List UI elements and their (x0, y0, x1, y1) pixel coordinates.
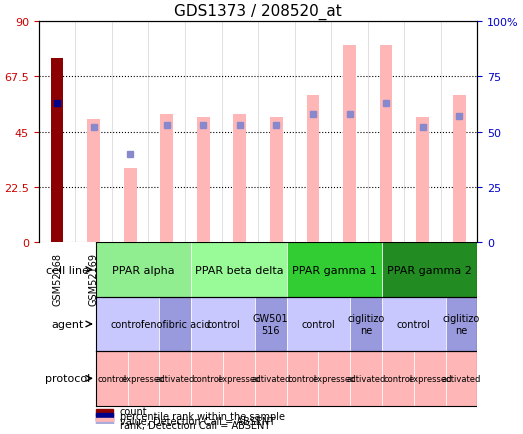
Text: expressed: expressed (217, 374, 260, 383)
Text: control: control (206, 319, 240, 329)
Text: activated: activated (442, 374, 481, 383)
Bar (343, 46, 356, 243)
Text: activated: activated (251, 374, 290, 383)
Title: GDS1373 / 208520_at: GDS1373 / 208520_at (174, 4, 342, 20)
Text: percentile rank within the sample: percentile rank within the sample (120, 411, 285, 421)
Text: control: control (288, 374, 317, 383)
Bar (96, 422, 113, 430)
Text: control: control (192, 374, 222, 383)
FancyBboxPatch shape (96, 297, 160, 352)
FancyBboxPatch shape (287, 243, 382, 297)
Bar (96, 413, 113, 421)
FancyBboxPatch shape (382, 352, 414, 406)
Bar (306, 95, 320, 243)
Bar (96, 418, 113, 425)
Text: activated: activated (156, 374, 195, 383)
FancyBboxPatch shape (160, 352, 191, 406)
FancyBboxPatch shape (446, 297, 477, 352)
FancyBboxPatch shape (191, 297, 255, 352)
Text: control: control (383, 374, 413, 383)
Bar (197, 118, 210, 243)
Bar (87, 120, 100, 243)
FancyBboxPatch shape (223, 352, 255, 406)
Text: activated: activated (346, 374, 386, 383)
FancyBboxPatch shape (287, 297, 350, 352)
Text: PPAR alpha: PPAR alpha (112, 265, 175, 275)
Text: PPAR beta delta: PPAR beta delta (195, 265, 283, 275)
FancyBboxPatch shape (446, 352, 477, 406)
Text: control: control (97, 374, 127, 383)
FancyBboxPatch shape (96, 352, 128, 406)
FancyBboxPatch shape (191, 352, 223, 406)
Text: count: count (120, 407, 147, 417)
Bar (233, 115, 246, 243)
Text: control: control (397, 319, 431, 329)
Text: expressed: expressed (313, 374, 356, 383)
Bar (161, 115, 173, 243)
Text: PPAR gamma 2: PPAR gamma 2 (388, 265, 472, 275)
Bar (453, 95, 465, 243)
Text: control: control (302, 319, 335, 329)
Text: agent: agent (51, 319, 84, 329)
Bar (124, 169, 137, 243)
Text: control: control (111, 319, 144, 329)
Text: expressed: expressed (408, 374, 451, 383)
FancyBboxPatch shape (350, 297, 382, 352)
Text: PPAR gamma 1: PPAR gamma 1 (292, 265, 377, 275)
Text: value, Detection Call = ABSENT: value, Detection Call = ABSENT (120, 416, 275, 426)
Text: fenofibric acid: fenofibric acid (141, 319, 210, 329)
Bar (380, 46, 392, 243)
FancyBboxPatch shape (382, 243, 477, 297)
Bar (51, 59, 63, 243)
FancyBboxPatch shape (414, 352, 446, 406)
FancyBboxPatch shape (382, 297, 446, 352)
FancyBboxPatch shape (96, 243, 191, 297)
Bar (270, 118, 283, 243)
Text: expressed: expressed (122, 374, 165, 383)
FancyBboxPatch shape (255, 297, 287, 352)
FancyBboxPatch shape (128, 352, 160, 406)
Text: GW501
516: GW501 516 (253, 313, 289, 335)
Text: cell line: cell line (46, 265, 89, 275)
Text: protocol: protocol (44, 374, 90, 384)
FancyBboxPatch shape (255, 352, 287, 406)
Text: rank, Detection Call = ABSENT: rank, Detection Call = ABSENT (120, 420, 270, 430)
FancyBboxPatch shape (319, 352, 350, 406)
FancyBboxPatch shape (350, 352, 382, 406)
Text: ciglitizo
ne: ciglitizo ne (348, 313, 385, 335)
Text: ciglitizo
ne: ciglitizo ne (443, 313, 480, 335)
FancyBboxPatch shape (160, 297, 191, 352)
Bar (416, 118, 429, 243)
Bar (96, 409, 113, 416)
FancyBboxPatch shape (191, 243, 287, 297)
FancyBboxPatch shape (287, 352, 319, 406)
